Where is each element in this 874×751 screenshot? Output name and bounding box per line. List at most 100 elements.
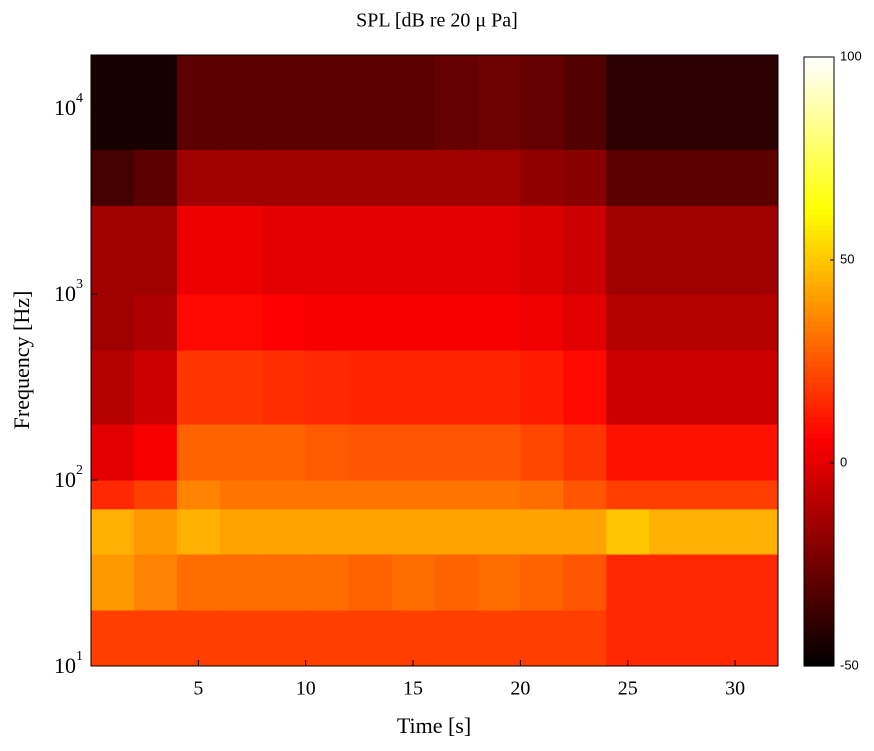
heatmap-cell [649,424,693,481]
heatmap-cell [176,55,221,150]
colorbar-step [804,107,834,114]
colorbar-step [804,305,834,312]
heatmap-cell [133,294,178,351]
colorbar-step [804,280,834,286]
heatmap-cell [563,554,607,611]
colorbar-step [804,188,834,195]
heatmap-cell [434,508,478,555]
colorbar-step [804,407,834,413]
heatmap-cell [692,205,736,295]
colorbar-step [804,138,834,144]
heatmap-cell [176,149,221,206]
colorbar-step [804,158,834,165]
colorbar-step [804,600,834,606]
heatmap-cell [692,149,736,206]
heatmap-cell [606,55,650,150]
heatmap-cell [649,350,693,425]
heatmap-cell [477,205,521,295]
colorbar-step [804,381,834,388]
heatmap-cell [219,294,264,351]
heatmap-cell [477,55,521,150]
heatmap-cell [262,350,307,425]
heatmap-cell [262,205,307,295]
heatmap-cell [391,480,435,510]
heatmap-cell [391,205,435,295]
colorbar-step [804,615,834,621]
colorbar-step [804,437,834,444]
colorbar-step [804,331,834,337]
colorbar-step [804,463,834,469]
heatmap-cell [262,554,307,611]
colorbar-tick-label: 100 [840,48,862,63]
heatmap-cell [434,554,478,611]
heatmap-cell [348,149,393,206]
heatmap-cell [606,480,650,510]
y-tick-label: 102 [54,463,83,492]
heatmap-cell [176,610,221,667]
colorbar-step [804,97,834,104]
colorbar-step [804,290,834,297]
colorbar-step [804,645,834,652]
colorbar-step [804,640,834,647]
heatmap-cell [735,55,779,150]
heatmap-cell [692,424,736,481]
heatmap-cell [434,424,478,481]
heatmap-cell [91,508,135,555]
heatmap-cell [219,508,264,555]
colorbar-step [804,488,834,495]
colorbar-step [804,82,834,89]
heatmap-cell [692,508,736,555]
colorbar-step [804,534,834,540]
colorbar-step [804,229,834,236]
heatmap-cell [91,294,135,351]
heatmap-cell [477,480,521,510]
colorbar-step [804,133,834,139]
colorbar-step [804,594,834,601]
colorbar-step [804,346,834,352]
heatmap-cell [91,55,135,150]
heatmap-cell [692,294,736,351]
heatmap-cell [348,508,393,555]
colorbar-step [804,168,834,175]
colorbar-step [804,605,834,611]
heatmap-cell [305,149,350,206]
colorbar-step [804,625,834,632]
heatmap-cell [391,508,435,555]
heatmap-cell [520,205,564,295]
heatmap-cell [262,610,307,667]
colorbar-step [804,209,834,215]
colorbar-step [804,447,834,454]
colorbar-step [804,473,834,479]
colorbar-step [804,224,834,231]
heatmap-cell [735,610,779,667]
heatmap-cell [91,424,135,481]
heatmap-cell [563,205,607,295]
colorbar-step [804,199,834,205]
heatmap-cell [262,149,307,206]
heatmap-cell [563,149,607,206]
colorbar-step [804,544,834,550]
colorbar: -50 0 50 100 [803,48,862,672]
colorbar-step [804,285,834,292]
colorbar-step [804,260,834,266]
colorbar-step [804,57,834,63]
heatmap-cell [91,350,135,425]
heatmap-cell [262,424,307,481]
heatmap-cell [649,610,693,667]
colorbar-step [804,635,834,642]
colorbar-step [804,62,834,68]
colorbar-step [804,336,834,342]
colorbar-step [804,660,834,667]
heatmap-cell [649,294,693,351]
colorbar-step [804,528,834,535]
heatmap-cell [391,610,435,667]
x-tick-label: 15 [403,678,423,700]
heatmap-cell [176,480,221,510]
heatmap-cell [176,508,221,555]
x-tick-label: 20 [510,678,530,700]
heatmap-cell [391,55,435,150]
heatmap-cell [391,424,435,481]
heatmap-cell [563,480,607,510]
colorbar-step [804,310,834,317]
